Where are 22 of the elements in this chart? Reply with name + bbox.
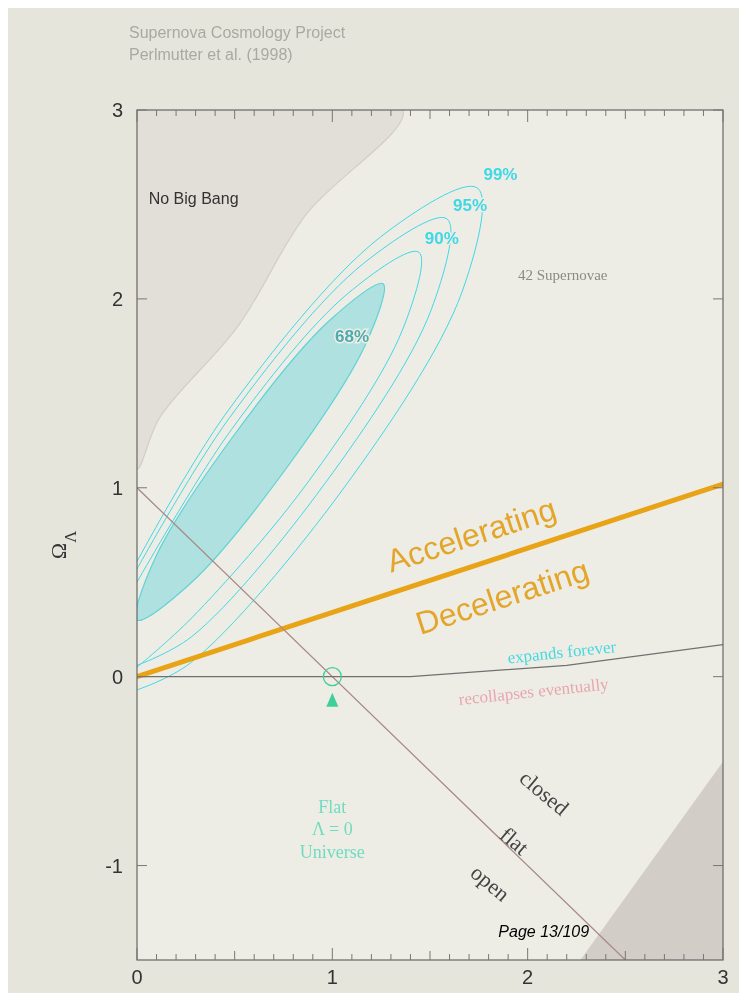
y-tick-label: 3 [111,99,123,121]
y-tick-label: 0 [111,665,123,688]
series-label: 90% [424,229,459,249]
annotation: Flat Λ = 0 Universe [299,796,365,862]
annotation: 42 Supernovae [517,267,608,283]
y-tick-label: 2 [111,287,123,310]
y-tick-label: 1 [111,476,123,499]
chart-subtitle: Perlmutter et al. (1998) [129,46,293,63]
chart-title: Supernova Cosmology Project [129,24,346,41]
y-tick-label: -1 [105,854,123,877]
series-label: 99% [483,165,518,185]
annotation: recollapses eventually [457,674,610,709]
x-tick-label: 3 [717,966,729,988]
x-tick-label: 0 [131,966,143,988]
annotation: expands forever [506,637,618,668]
annotation: Page 13/109 [498,923,590,941]
annotation: open [465,859,515,907]
annotation: flat [495,821,534,860]
series-label: 68% [335,326,370,346]
x-tick-label: 1 [326,966,338,988]
annotation: No Big Bang [148,190,239,208]
x-tick-label: 2 [522,966,534,988]
